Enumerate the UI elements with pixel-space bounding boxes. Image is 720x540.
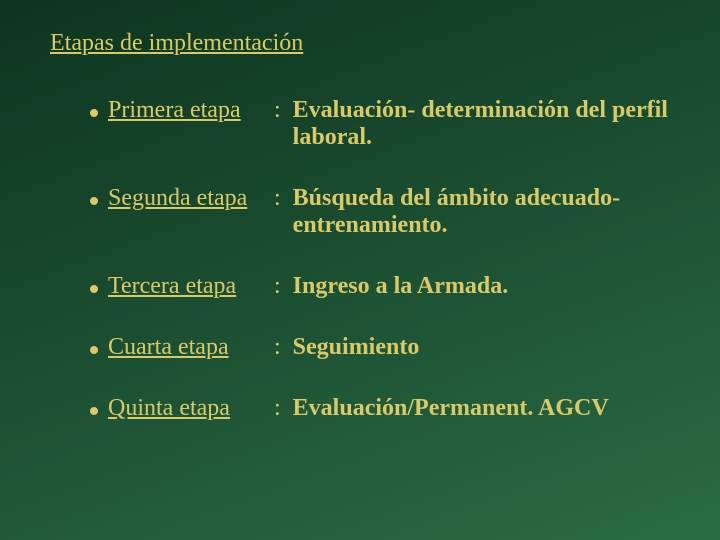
list-item: Cuarta etapa : Seguimiento: [90, 334, 670, 361]
list-item: Segunda etapa : Búsqueda del ámbito adec…: [90, 185, 670, 239]
stage-colon: :: [274, 334, 281, 361]
stage-label: Quinta etapa: [108, 395, 274, 422]
bullet-icon: [90, 285, 98, 293]
stage-description: Evaluación- determinación del perfil lab…: [293, 97, 670, 151]
bullet-icon: [90, 109, 98, 117]
stage-colon: :: [274, 395, 281, 422]
list-item: Tercera etapa : Ingreso a la Armada.: [90, 273, 670, 300]
bullet-icon: [90, 346, 98, 354]
bullet-icon: [90, 197, 98, 205]
bullet-icon: [90, 407, 98, 415]
stage-list: Primera etapa : Evaluación- determinació…: [50, 97, 670, 422]
stage-description: Ingreso a la Armada.: [293, 273, 670, 300]
slide: Etapas de implementación Primera etapa :…: [0, 0, 720, 540]
list-item: Primera etapa : Evaluación- determinació…: [90, 97, 670, 151]
stage-label: Primera etapa: [108, 97, 274, 124]
stage-label: Segunda etapa: [108, 185, 274, 212]
stage-description: Búsqueda del ámbito adecuado- entrenamie…: [293, 185, 670, 239]
stage-description: Seguimiento: [293, 334, 670, 361]
slide-title: Etapas de implementación: [50, 30, 670, 57]
list-item: Quinta etapa : Evaluación/Permanent. AGC…: [90, 395, 670, 422]
stage-colon: :: [274, 273, 281, 300]
stage-label: Cuarta etapa: [108, 334, 274, 361]
stage-description: Evaluación/Permanent. AGCV: [293, 395, 670, 422]
stage-colon: :: [274, 185, 281, 212]
stage-colon: :: [274, 97, 281, 124]
stage-label: Tercera etapa: [108, 273, 274, 300]
